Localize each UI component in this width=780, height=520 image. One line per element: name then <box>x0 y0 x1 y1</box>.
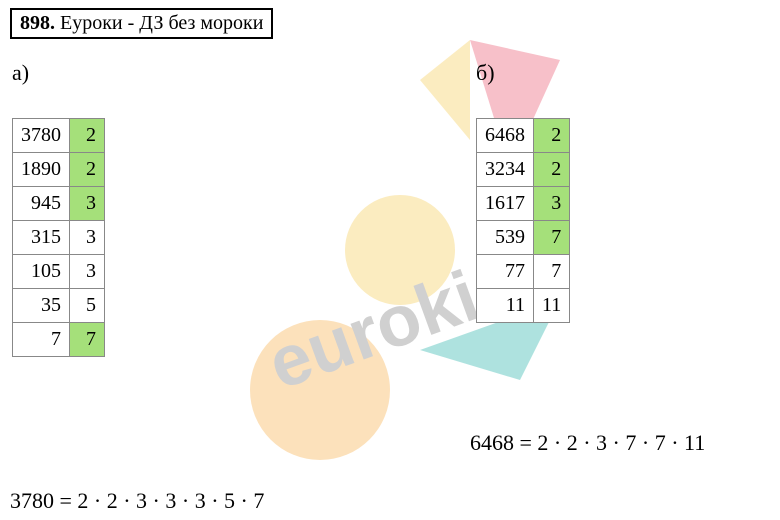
watermark-text: euroki <box>258 256 488 405</box>
quotient-cell: 11 <box>477 289 534 323</box>
table-row: 777 <box>477 255 570 289</box>
factor-table-b: 64682323421617353977771111 <box>476 118 570 323</box>
part-b-label: б) <box>476 60 495 86</box>
factor-cell: 3 <box>534 187 570 221</box>
table-row: 1053 <box>13 255 105 289</box>
factor-cell: 3 <box>70 187 105 221</box>
quotient-cell: 77 <box>477 255 534 289</box>
factor-cell: 2 <box>70 153 105 187</box>
factor-cell: 7 <box>70 323 105 357</box>
result-b: 6468 = 2 · 2 · 3 · 7 · 7 · 11 <box>470 430 705 456</box>
table-row: 37802 <box>13 119 105 153</box>
quotient-cell: 1890 <box>13 153 70 187</box>
table-row: 18902 <box>13 153 105 187</box>
quotient-cell: 6468 <box>477 119 534 153</box>
quotient-cell: 35 <box>13 289 70 323</box>
watermark-shape <box>250 320 390 460</box>
factor-cell: 3 <box>70 221 105 255</box>
quotient-cell: 315 <box>13 221 70 255</box>
problem-header: 898. Еуроки - ДЗ без мороки <box>10 8 273 39</box>
table-row: 32342 <box>477 153 570 187</box>
problem-title: Еуроки - ДЗ без мороки <box>60 12 263 34</box>
table-row: 9453 <box>13 187 105 221</box>
quotient-cell: 3780 <box>13 119 70 153</box>
quotient-cell: 7 <box>13 323 70 357</box>
table-row: 16173 <box>477 187 570 221</box>
quotient-cell: 105 <box>13 255 70 289</box>
problem-number: 898. <box>20 12 55 34</box>
quotient-cell: 945 <box>13 187 70 221</box>
factor-cell: 11 <box>534 289 570 323</box>
factor-cell: 7 <box>534 255 570 289</box>
factor-cell: 2 <box>534 153 570 187</box>
table-row: 1111 <box>477 289 570 323</box>
part-a-label: а) <box>12 60 29 86</box>
factor-cell: 2 <box>534 119 570 153</box>
factor-cell: 3 <box>70 255 105 289</box>
watermark-shape <box>345 195 455 305</box>
table-row: 3153 <box>13 221 105 255</box>
table-row: 77 <box>13 323 105 357</box>
result-a: 3780 = 2 · 2 · 3 · 3 · 3 · 5 · 7 <box>10 488 264 514</box>
quotient-cell: 3234 <box>477 153 534 187</box>
factor-cell: 5 <box>70 289 105 323</box>
quotient-cell: 1617 <box>477 187 534 221</box>
factor-cell: 2 <box>70 119 105 153</box>
factor-cell: 7 <box>534 221 570 255</box>
table-row: 355 <box>13 289 105 323</box>
watermark-shape <box>420 40 470 140</box>
table-row: 64682 <box>477 119 570 153</box>
quotient-cell: 539 <box>477 221 534 255</box>
factor-table-a: 378021890294533153105335577 <box>12 118 105 357</box>
table-row: 5397 <box>477 221 570 255</box>
